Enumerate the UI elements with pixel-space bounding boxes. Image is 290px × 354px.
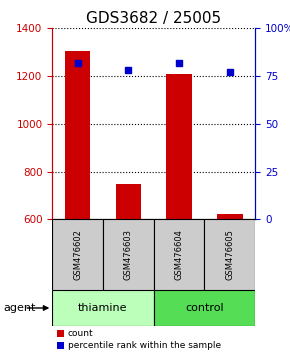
Bar xyxy=(217,214,242,219)
Text: agent: agent xyxy=(3,303,35,313)
Bar xyxy=(154,219,204,290)
Bar xyxy=(154,290,255,326)
Legend: count, percentile rank within the sample: count, percentile rank within the sample xyxy=(57,330,221,350)
Text: control: control xyxy=(185,303,224,313)
Point xyxy=(227,69,232,75)
Bar xyxy=(52,219,103,290)
Bar xyxy=(204,219,255,290)
Point xyxy=(177,60,182,65)
Text: GSM476603: GSM476603 xyxy=(124,229,133,280)
Bar xyxy=(166,74,192,219)
Point xyxy=(126,68,130,73)
Bar xyxy=(116,184,141,219)
Title: GDS3682 / 25005: GDS3682 / 25005 xyxy=(86,11,221,26)
Text: GSM476605: GSM476605 xyxy=(225,229,234,280)
Bar xyxy=(103,219,154,290)
Text: GSM476604: GSM476604 xyxy=(175,229,184,280)
Text: GSM476602: GSM476602 xyxy=(73,229,82,280)
Text: thiamine: thiamine xyxy=(78,303,128,313)
Bar xyxy=(52,290,154,326)
Point xyxy=(75,60,80,65)
Bar xyxy=(65,51,90,219)
